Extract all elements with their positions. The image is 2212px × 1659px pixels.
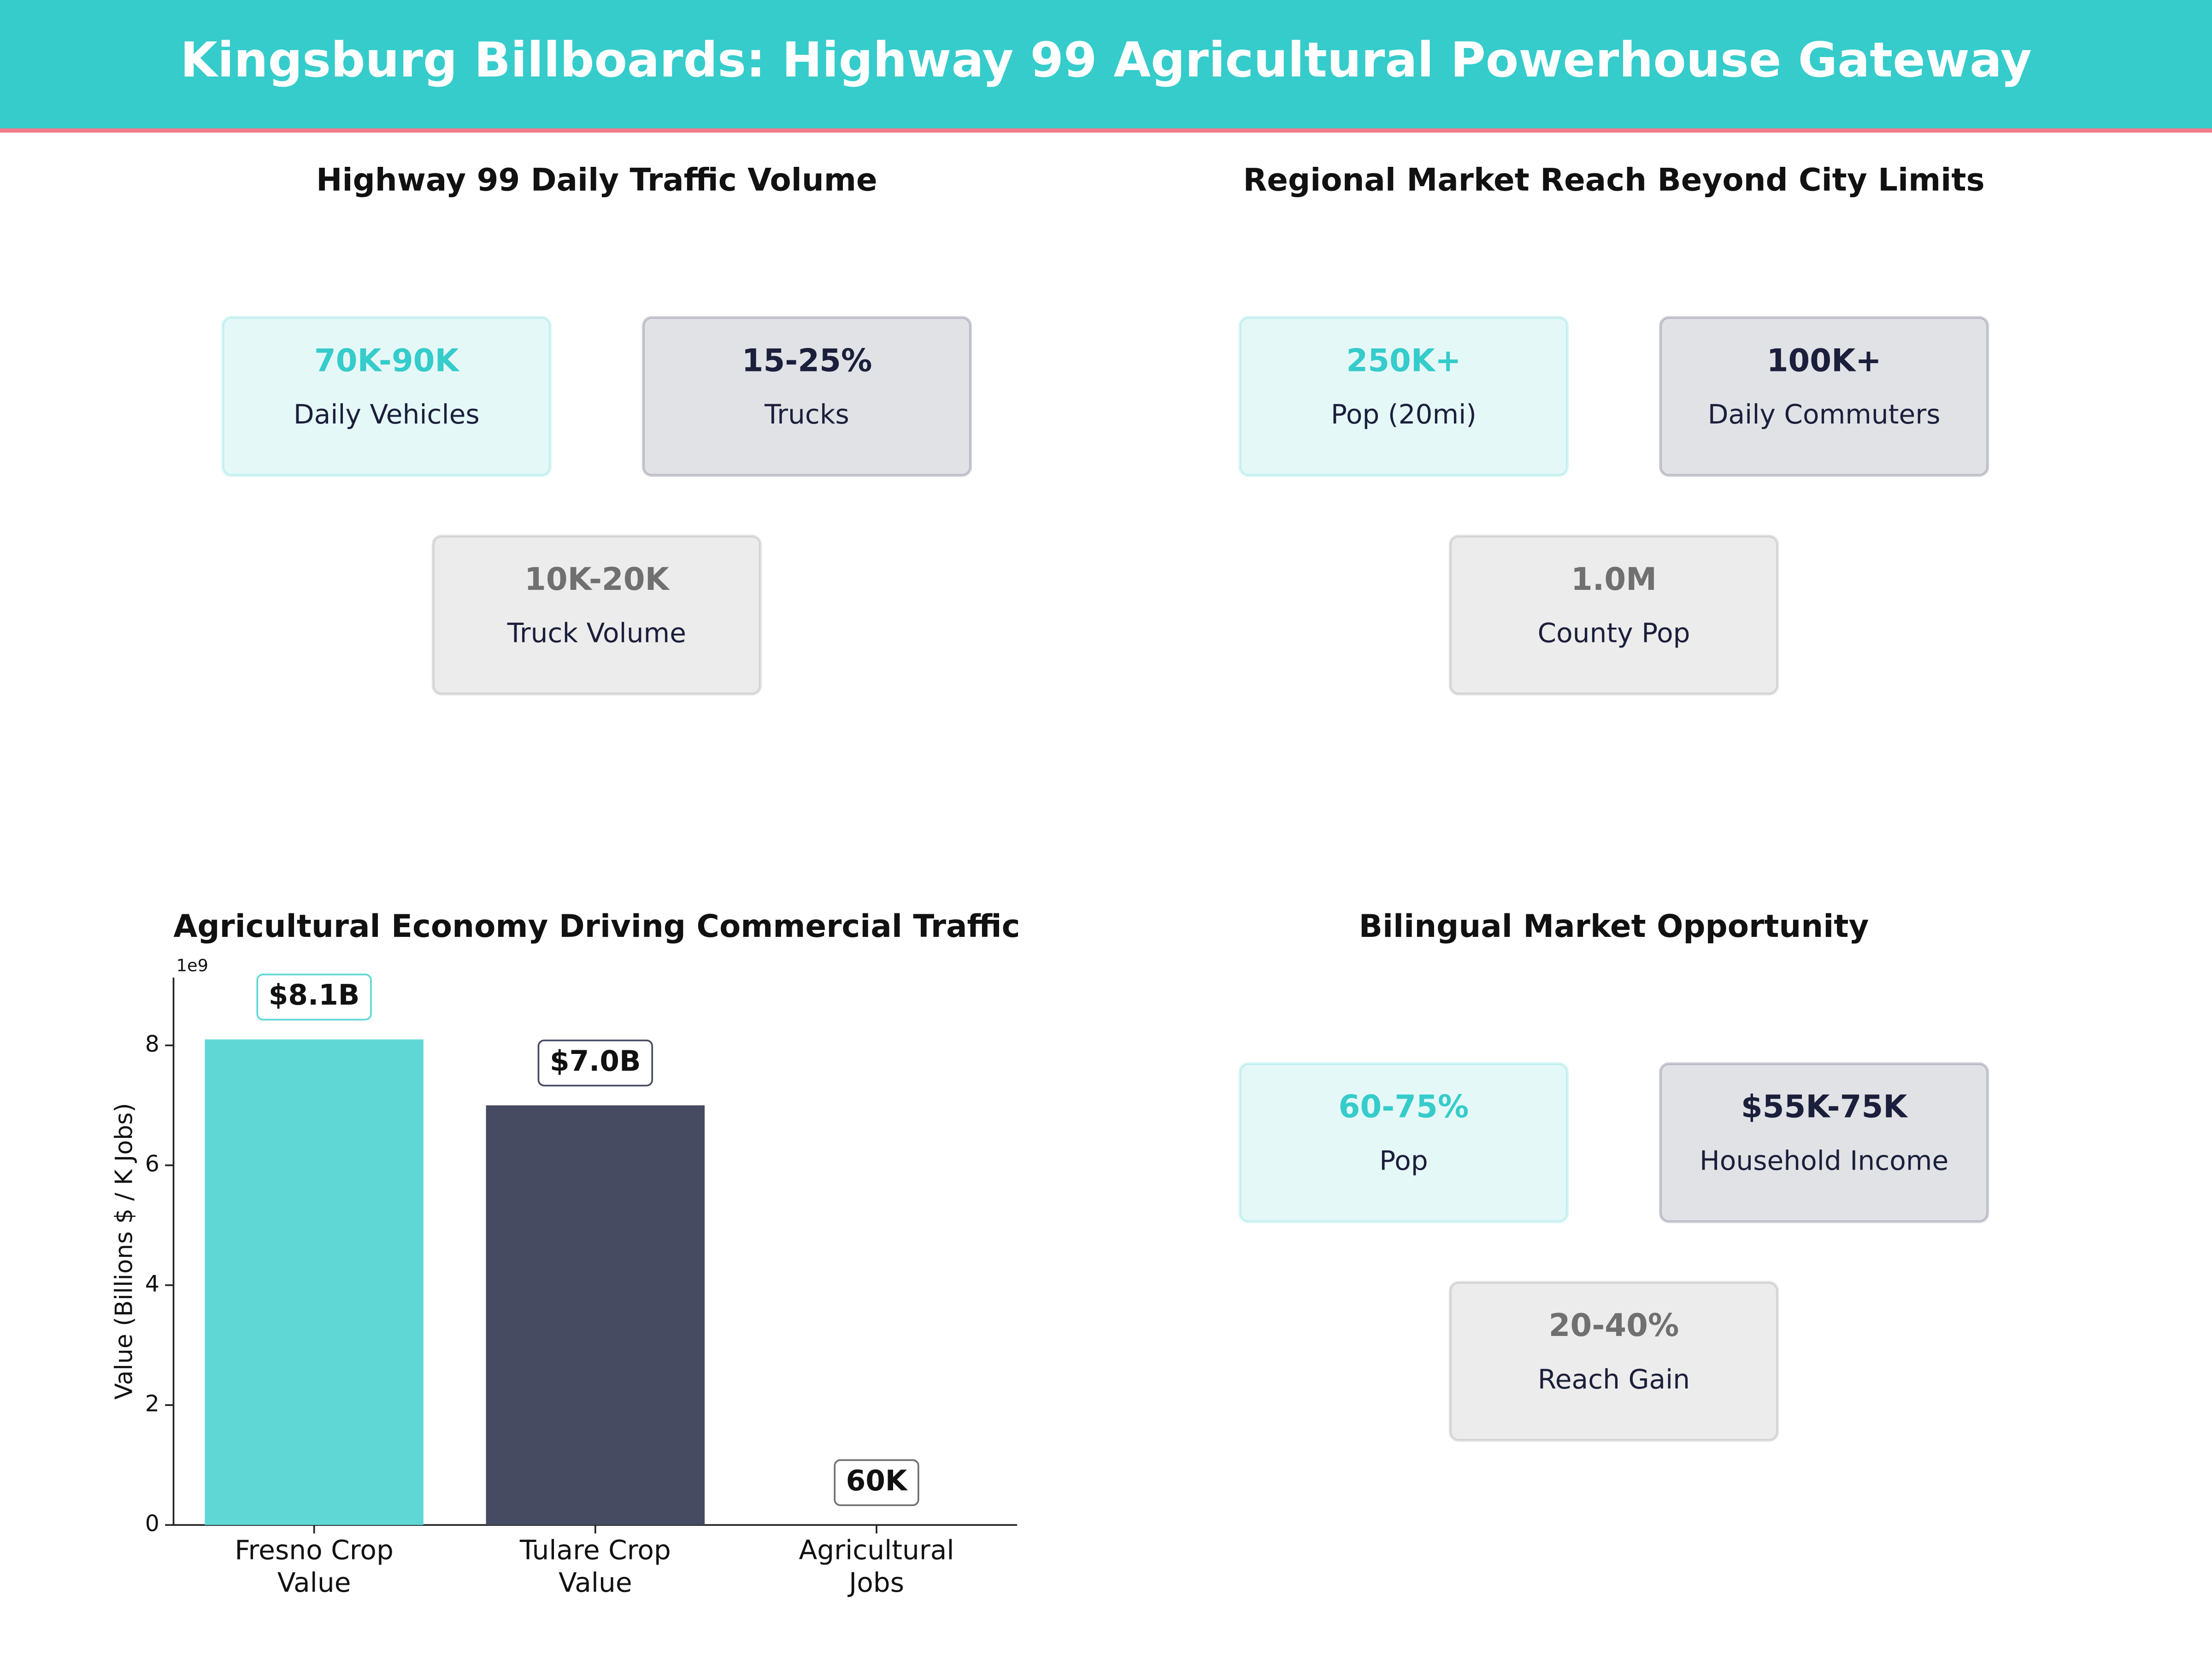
kpi-label: Pop (20mi) <box>1331 399 1477 430</box>
kpi-card <box>641 316 972 477</box>
y-tick-label: 2 <box>145 1390 159 1417</box>
kpi-card <box>1659 316 1989 477</box>
chart-title: Agricultural Economy Driving Commercial … <box>173 908 1020 944</box>
kpi-card <box>1448 1281 1779 1442</box>
kpi-label: Daily Commuters <box>1708 399 1941 430</box>
kpi-card <box>1659 1062 1989 1224</box>
kpi-label: Reach Gain <box>1538 1364 1690 1395</box>
kpi-value: 20-40% <box>1549 1307 1679 1343</box>
bar <box>486 1105 705 1525</box>
kpi-card <box>1448 535 1779 696</box>
header-rule <box>0 128 2212 133</box>
kpi-card <box>1238 316 1569 477</box>
y-tick-label: 0 <box>145 1511 159 1537</box>
value-label-box <box>256 973 372 1021</box>
kpi-value: 100K+ <box>1767 342 1882 378</box>
kpi-value: 10K-20K <box>524 561 671 597</box>
kpi-label: County Pop <box>1537 618 1690 649</box>
kpi-value: 250K+ <box>1346 342 1461 378</box>
x-tick-label: Agricultural Jobs <box>799 1534 954 1598</box>
x-tick-label: Tulare Crop Value <box>519 1534 671 1598</box>
kpi-label: Household Income <box>1700 1145 1948 1177</box>
kpi-label: Pop <box>1379 1145 1428 1177</box>
value-label: $7.0B <box>550 1045 641 1077</box>
y-axis-label: Value (Billions $ / K Jobs) <box>110 1103 138 1400</box>
kpi-value: 60-75% <box>1339 1088 1469 1125</box>
y-tick-label: 8 <box>145 1031 159 1057</box>
kpi-label: Trucks <box>764 399 849 430</box>
kpi-value: 70K-90K <box>314 342 460 378</box>
value-label: 60K <box>846 1465 908 1497</box>
y-tick-label: 6 <box>145 1151 159 1177</box>
kpi-label: Daily Vehicles <box>294 399 480 430</box>
value-label: $8.1B <box>269 979 360 1012</box>
header-bar <box>0 0 2212 130</box>
x-tick-label: Fresno Crop Value <box>235 1534 394 1598</box>
page-title: Kingsburg Billboards: Highway 99 Agricul… <box>180 32 2032 88</box>
kpi-label: Truck Volume <box>507 618 686 649</box>
panel-title: Highway 99 Daily Traffic Volume <box>316 161 877 198</box>
y-offset-label: 1e9 <box>176 955 208 975</box>
value-label-box <box>537 1039 653 1087</box>
y-tick-label: 4 <box>145 1271 159 1297</box>
kpi-card <box>221 316 552 477</box>
kpi-value: 1.0M <box>1571 561 1657 597</box>
panel-title: Regional Market Reach Beyond City Limits <box>1243 161 1984 198</box>
kpi-card <box>1238 1062 1569 1224</box>
value-label-box <box>834 1459 919 1506</box>
kpi-value: $55K-75K <box>1741 1088 1908 1125</box>
bar <box>205 1039 424 1525</box>
kpi-card <box>431 535 762 696</box>
kpi-value: 15-25% <box>742 342 872 378</box>
panel-title: Bilingual Market Opportunity <box>1359 908 1869 944</box>
